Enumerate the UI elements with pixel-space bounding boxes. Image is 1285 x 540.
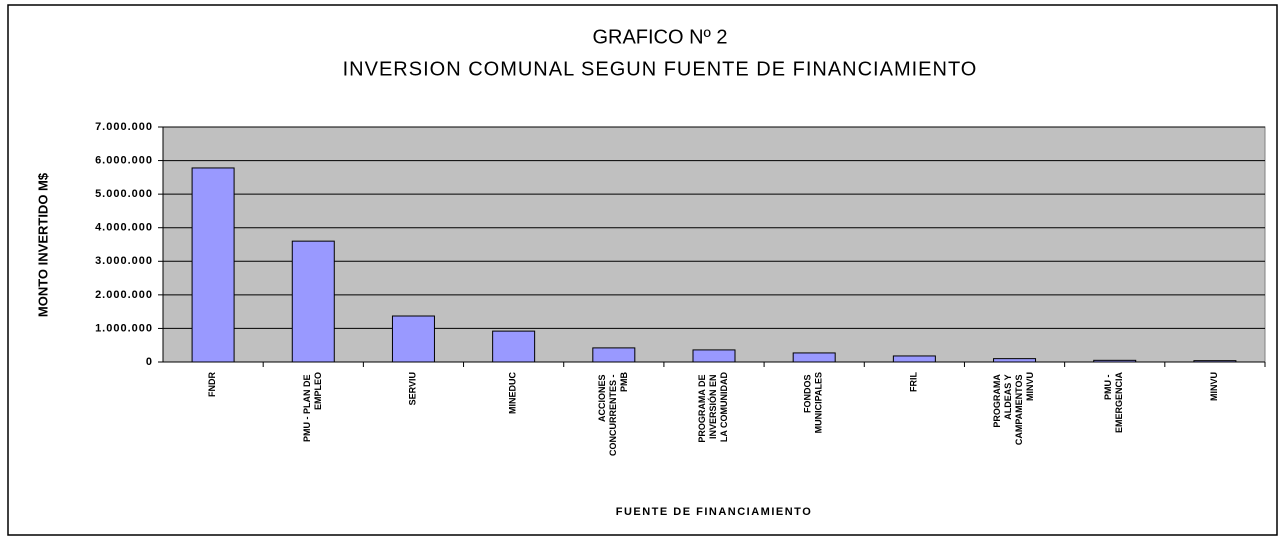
x-axis-label: FUENTE DE FINANCIAMIENTO <box>616 506 813 518</box>
plot-area <box>162 126 1266 363</box>
bar <box>592 347 636 363</box>
bar <box>291 240 335 363</box>
y-tick-label: 1.000.000 <box>95 322 153 334</box>
y-tick-label: 5.000.000 <box>95 188 153 200</box>
y-tick-label: 0 <box>146 356 153 368</box>
x-tick-label: FRIL <box>909 372 919 392</box>
bar <box>692 349 736 363</box>
y-axis-label: MONTO INVERTIDO M$ <box>35 172 50 317</box>
chart-subtitle: INVERSION COMUNAL SEGUN FUENTE DE FINANC… <box>343 58 978 80</box>
x-tick-label: SERVIU <box>408 372 418 405</box>
bar <box>191 167 235 363</box>
y-tick-label: 2.000.000 <box>95 289 153 301</box>
x-tick-label: MINEDUC <box>508 372 518 414</box>
bar <box>1093 359 1137 363</box>
x-tick-label: FONDOS MUNICIPALES <box>803 372 824 433</box>
x-tick-label: PMU - PLAN DE EMPLEO <box>302 372 323 442</box>
y-tick-label: 7.000.000 <box>95 121 153 133</box>
x-tick-label: PROGRAMA DE INVERSIÓN EN LA COMUNIDAD <box>697 372 729 443</box>
x-tick-label: PROGRAMA ALDEAS Y CAMPAMENTOS MINVU <box>992 372 1035 445</box>
x-tick-label: ACCIONES CONCURRENTES - PMB <box>597 372 629 457</box>
bar <box>391 315 435 363</box>
bar <box>1193 360 1237 363</box>
bar <box>492 330 536 363</box>
x-tick-label: FNDR <box>207 372 217 397</box>
y-tick-label: 3.000.000 <box>95 255 153 267</box>
x-tick-label: PMU - EMERGENCIA <box>1104 372 1125 434</box>
x-tick-label: MINVU <box>1209 372 1219 401</box>
bar <box>792 352 836 363</box>
y-tick-label: 6.000.000 <box>95 154 153 166</box>
y-tick-label: 4.000.000 <box>95 222 153 234</box>
chart-title: GRAFICO Nº 2 <box>592 26 727 48</box>
bar <box>993 358 1037 363</box>
bar <box>892 355 936 363</box>
